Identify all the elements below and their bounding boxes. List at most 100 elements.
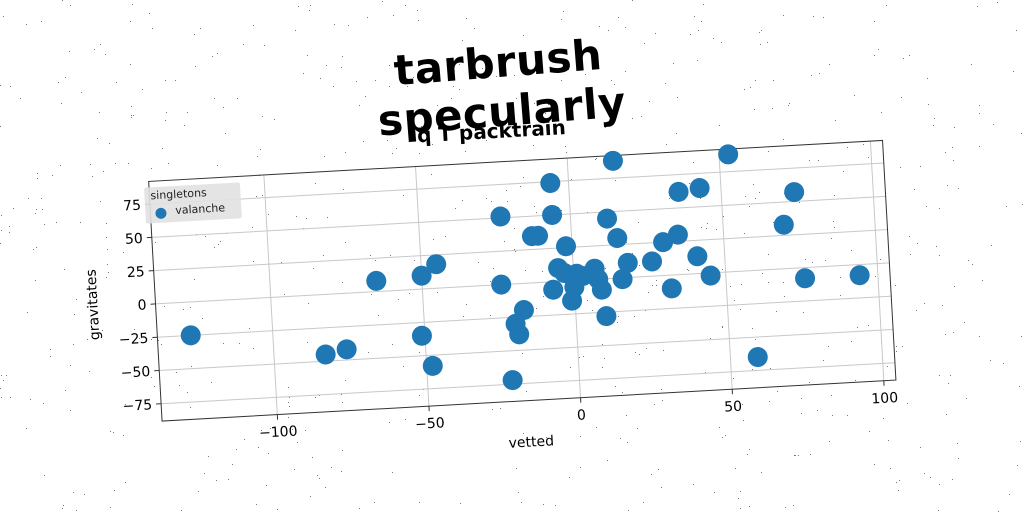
noise-dot	[3, 16, 4, 17]
noise-dot	[777, 391, 778, 392]
noise-dot	[110, 431, 111, 432]
noise-dot	[722, 269, 723, 270]
noise-dot	[69, 51, 70, 52]
noise-dot	[154, 386, 155, 387]
noise-dot	[41, 198, 42, 199]
data-points	[180, 144, 870, 391]
noise-dot	[102, 330, 103, 331]
noise-dot	[725, 435, 726, 436]
scatter-point	[597, 208, 618, 229]
y-grid-line	[155, 262, 890, 305]
noise-dot	[164, 306, 165, 307]
noise-dot	[419, 395, 420, 396]
noise-dot	[87, 339, 88, 340]
noise-dot	[149, 13, 150, 14]
noise-dot	[478, 262, 479, 263]
noise-dot	[345, 380, 346, 381]
noise-dot	[312, 457, 313, 458]
noise-dot	[909, 55, 910, 56]
noise-dot	[371, 294, 372, 295]
noise-dot	[151, 377, 152, 378]
noise-dot	[266, 485, 267, 486]
noise-dot	[190, 407, 191, 408]
noise-dot	[730, 286, 731, 287]
noise-dot	[735, 468, 736, 469]
noise-dot	[881, 112, 882, 113]
noise-dot	[228, 479, 229, 480]
noise-dot	[643, 502, 644, 503]
noise-dot	[482, 68, 483, 69]
noise-dot	[896, 482, 897, 483]
noise-dot	[924, 473, 925, 474]
noise-dot	[471, 113, 472, 114]
noise-dot	[795, 455, 796, 456]
noise-dot	[697, 60, 698, 61]
noise-dot	[368, 352, 369, 353]
noise-dot	[673, 63, 674, 64]
noise-dot	[805, 259, 806, 260]
noise-dot	[152, 28, 153, 29]
noise-dot	[835, 120, 836, 121]
noise-dot	[809, 382, 810, 383]
noise-dot	[595, 159, 596, 160]
noise-dot	[740, 491, 741, 492]
noise-dot	[30, 399, 31, 400]
noise-dot	[705, 372, 706, 373]
noise-dot	[417, 10, 418, 11]
noise-dot	[100, 201, 101, 202]
noise-dot	[611, 80, 612, 81]
noise-dot	[945, 334, 946, 335]
noise-dot	[587, 212, 588, 213]
noise-dot	[868, 157, 869, 158]
noise-dot	[887, 366, 888, 367]
noise-dot	[190, 307, 191, 308]
noise-dot	[933, 125, 934, 126]
noise-dot	[50, 349, 51, 350]
noise-dot	[526, 391, 527, 392]
scatter-point	[849, 265, 870, 286]
noise-dot	[514, 228, 515, 229]
noise-dot	[759, 192, 760, 193]
noise-dot	[516, 468, 517, 469]
noise-dot	[750, 87, 751, 88]
noise-dot	[993, 124, 994, 125]
scatter-point	[661, 278, 682, 299]
x-tick-label: 0	[577, 407, 587, 423]
noise-dot	[580, 436, 581, 437]
noise-dot	[644, 43, 645, 44]
noise-dot	[901, 97, 902, 98]
noise-dot	[365, 96, 366, 97]
noise-dot	[626, 415, 627, 416]
legend-marker	[155, 207, 167, 220]
noise-dot	[979, 146, 980, 147]
y-grid-line	[159, 328, 894, 371]
noise-dot	[256, 504, 257, 505]
noise-dot	[561, 19, 562, 20]
noise-dot	[990, 360, 991, 361]
noise-dot	[896, 346, 897, 347]
noise-dot	[773, 222, 774, 223]
noise-dot	[183, 309, 184, 310]
x-grid-line	[263, 174, 278, 415]
noise-dot	[745, 196, 746, 197]
noise-dot	[773, 80, 774, 81]
chart-title: q T packtrain	[416, 115, 566, 147]
noise-dot	[97, 138, 98, 139]
noise-dot	[249, 328, 250, 329]
scatter-point	[336, 339, 357, 360]
noise-dot	[60, 165, 61, 166]
noise-dot	[948, 383, 949, 384]
noise-dot	[615, 386, 616, 387]
noise-dot	[205, 236, 206, 237]
noise-dot	[874, 21, 875, 22]
noise-dot	[710, 338, 711, 339]
noise-dot	[36, 209, 37, 210]
noise-dot	[115, 163, 116, 164]
noise-dot	[843, 171, 844, 172]
noise-dot	[106, 223, 107, 224]
noise-dot	[141, 234, 142, 235]
x-axis-ticks: −100 −50 0 50 100	[259, 380, 899, 442]
noise-dot	[244, 439, 245, 440]
noise-dot	[270, 428, 271, 429]
noise-dot	[37, 173, 38, 174]
